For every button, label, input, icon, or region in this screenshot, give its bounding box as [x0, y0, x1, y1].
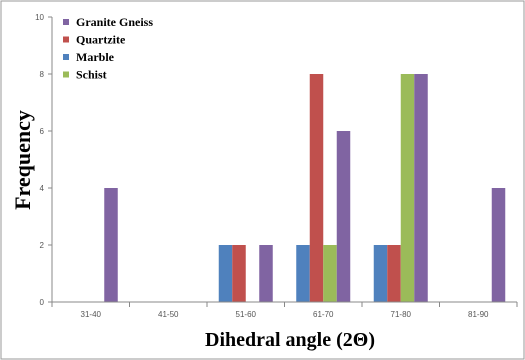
bar-marble-61-70 — [296, 245, 310, 302]
bar-granite-gneiss-51-60 — [259, 245, 273, 302]
legend-label-marble: Marble — [76, 50, 115, 64]
bar-schist-71-80 — [400, 74, 415, 302]
y-tick-label: 10 — [35, 13, 44, 22]
bar-quartzite-51-60 — [232, 245, 246, 302]
legend-label-granite-gneiss: Granite Gneiss — [76, 15, 153, 29]
x-tick-label: 81-90 — [468, 310, 489, 319]
bar-marble-51-60 — [218, 245, 233, 302]
y-tick-label: 4 — [40, 184, 45, 193]
legend-swatch-schist — [63, 71, 69, 78]
legend-label-quartzite: Quartzite — [76, 33, 126, 47]
x-tick-label: 31-40 — [81, 310, 102, 319]
bars-layer — [104, 74, 506, 302]
axes-layer — [48, 16, 518, 307]
bar-schist-61-70 — [323, 245, 337, 302]
legend-swatch-granite-gneiss — [63, 19, 69, 25]
legend-swatch-quartzite — [63, 36, 69, 43]
legend-label-schist: Schist — [76, 68, 107, 82]
x-tick-label: 71-80 — [391, 310, 412, 319]
x-tick-label: 61-70 — [313, 310, 334, 319]
bar-granite-gneiss-71-80 — [414, 74, 428, 302]
legend: Granite Gneiss Quartzite Marble Schist — [63, 15, 153, 82]
labels-layer: 0 2 4 6 8 10 31-40 41-50 51-60 61-70 71-80 81-90 — [35, 13, 489, 319]
bar-granite-gneiss-31-40 — [104, 188, 118, 302]
bar-quartzite-61-70 — [309, 74, 324, 302]
y-tick-label: 6 — [40, 127, 45, 136]
y-tick-label: 2 — [40, 241, 45, 250]
bar-quartzite-71-80 — [387, 245, 401, 302]
x-tick-label: 51-60 — [236, 310, 257, 319]
y-tick-label: 0 — [40, 298, 45, 307]
x-tick-label: 41-50 — [158, 310, 179, 319]
x-axis-title: Dihedral angle (2Θ) — [205, 329, 375, 351]
bar-granite-gneiss-81-90 — [491, 188, 506, 302]
y-axis-title: Frequency — [10, 110, 35, 210]
bar-granite-gneiss-61-70 — [336, 131, 351, 302]
bar-marble-71-80 — [373, 245, 388, 302]
legend-swatch-marble — [63, 54, 69, 60]
y-tick-label: 8 — [40, 70, 45, 79]
